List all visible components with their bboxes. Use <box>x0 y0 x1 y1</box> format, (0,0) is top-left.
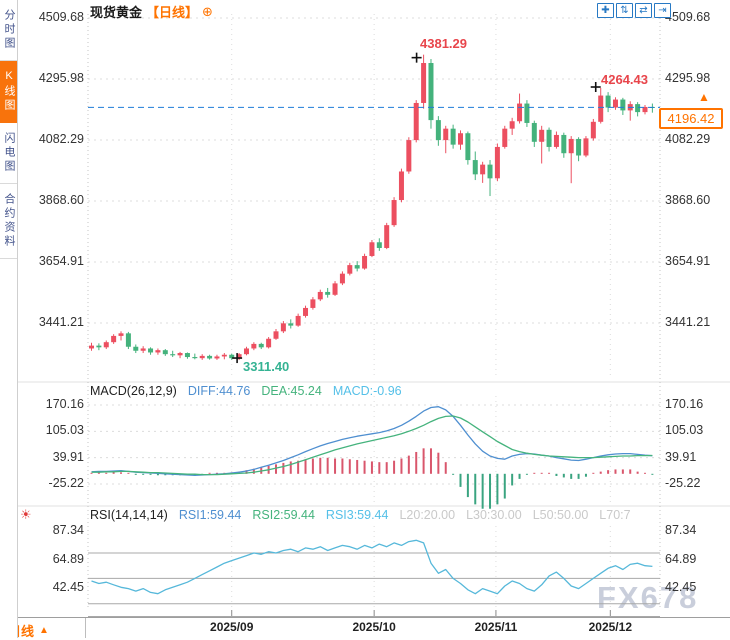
x-axis-label: 2025/12 <box>588 620 632 634</box>
chart-toolbar: ✚ ⇅ ⇄ ⇥ <box>597 3 671 18</box>
low-price-annotation: 3311.40 <box>243 359 290 374</box>
rsi-header: RSI(14,14,14) RSI1:59.44 RSI2:59.44 RSI3… <box>90 508 631 522</box>
period-tag: 【日线】 <box>146 5 199 20</box>
watermark: FX678 <box>597 580 699 615</box>
indicator-settings-icon[interactable]: ☀ <box>20 507 32 522</box>
sidebar-item-contract-info[interactable]: 合约资料 <box>0 184 17 259</box>
chart-header: 现货黄金 【日线】 ⊕ <box>90 2 213 21</box>
sidebar: 分时图 K线图 闪电图 合约资料 <box>0 0 18 638</box>
add-indicator-icon[interactable]: ⊕ <box>202 3 213 19</box>
macd-dea-value: DEA:45.24 <box>261 384 322 398</box>
x-axis-scale-icon[interactable]: ⇄ <box>635 3 652 18</box>
rsi1-value: RSI1:59.44 <box>178 508 242 522</box>
rsi-name: RSI(14,14,14) <box>90 508 168 522</box>
pan-right-icon[interactable]: ⇥ <box>654 3 671 18</box>
triangle-up-icon: ▲ <box>39 625 49 636</box>
rsi-l50-level: L50:50.00 <box>532 508 589 522</box>
macd-name: MACD(26,12,9) <box>90 384 177 398</box>
high-price-annotation: 4381.29 <box>420 36 467 51</box>
macd-header: MACD(26,12,9) DIFF:44.76 DEA:45.24 MACD:… <box>90 384 402 398</box>
rsi-l30-level: L30:30.00 <box>466 508 522 522</box>
y-axis-scale-icon[interactable]: ⇅ <box>616 3 633 18</box>
swing-high-annotation: 4264.43 <box>601 72 648 87</box>
x-axis-label: 2025/09 <box>210 620 254 634</box>
sidebar-item-lightning-chart[interactable]: 闪电图 <box>0 123 17 184</box>
x-axis-label: 2025/11 <box>474 620 518 634</box>
macd-diff-value: DIFF:44.76 <box>187 384 251 398</box>
sidebar-item-time-chart[interactable]: 分时图 <box>0 0 17 61</box>
rsi-l20-level: L20:20.00 <box>399 508 456 522</box>
macd-hist-value: MACD:-0.96 <box>332 384 402 398</box>
bottom-bar-divider <box>85 618 86 638</box>
price-up-arrow-icon: ▲ <box>698 90 710 105</box>
rsi-l70-level: L70:7 <box>599 508 631 522</box>
instrument-title: 现货黄金 <box>90 5 143 20</box>
x-axis-bar <box>0 617 730 639</box>
rsi2-value: RSI2:59.44 <box>252 508 315 522</box>
crosshair-icon[interactable]: ✚ <box>597 3 614 18</box>
sidebar-item-candle-chart[interactable]: K线图 <box>0 61 17 123</box>
rsi3-value: RSI3:59.44 <box>325 508 389 522</box>
current-price-box: 4196.42 <box>659 108 723 130</box>
x-axis-label: 2025/10 <box>352 620 396 634</box>
